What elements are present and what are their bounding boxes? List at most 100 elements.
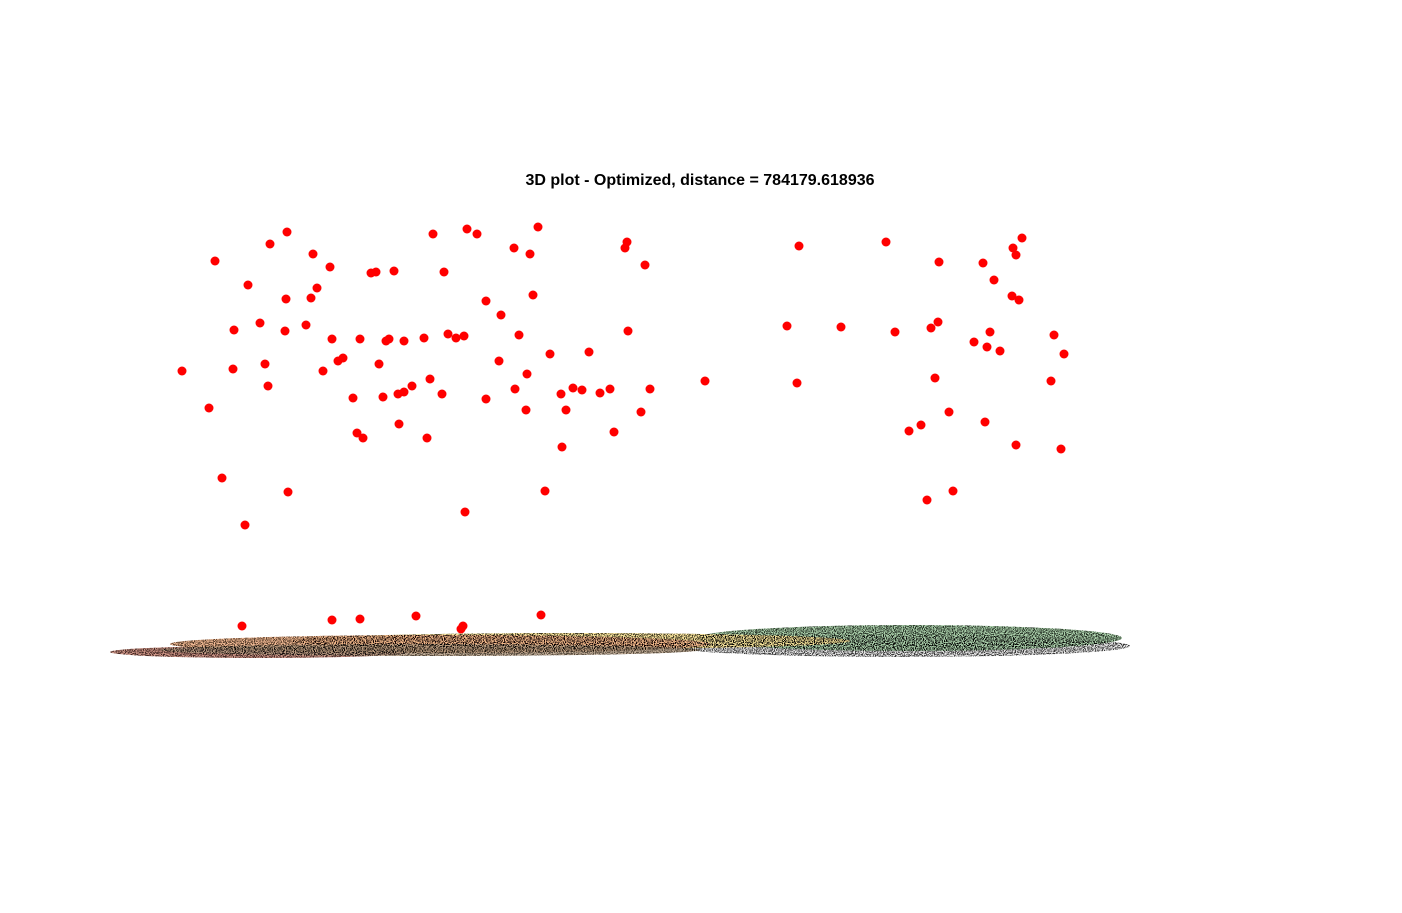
data-point-61 xyxy=(494,356,504,366)
data-point-95 xyxy=(890,327,900,337)
data-point-24 xyxy=(327,334,337,344)
data-point-2 xyxy=(210,256,220,266)
data-point-115 xyxy=(1011,250,1021,260)
map-region-brown xyxy=(160,644,700,656)
data-point-60 xyxy=(481,394,491,404)
data-point-98 xyxy=(922,495,932,505)
data-point-22 xyxy=(325,262,335,272)
data-point-81 xyxy=(605,384,615,394)
data-point-113 xyxy=(1008,243,1018,253)
data-point-102 xyxy=(934,257,944,267)
data-point-1 xyxy=(204,403,214,413)
data-point-28 xyxy=(352,428,362,438)
data-point-89 xyxy=(700,376,710,386)
data-point-64 xyxy=(510,384,520,394)
data-point-101 xyxy=(933,317,943,327)
data-point-100 xyxy=(930,373,940,383)
data-point-88 xyxy=(645,384,655,394)
data-point-63 xyxy=(509,243,519,253)
data-point-8 xyxy=(243,280,253,290)
data-point-15 xyxy=(282,227,292,237)
data-point-68 xyxy=(525,249,535,259)
data-point-93 xyxy=(836,322,846,332)
data-point-3 xyxy=(217,473,227,483)
data-point-46 xyxy=(422,433,432,443)
data-point-48 xyxy=(428,229,438,239)
data-point-5 xyxy=(229,325,239,335)
data-point-107 xyxy=(980,417,990,427)
data-point-92 xyxy=(794,241,804,251)
data-point-114 xyxy=(1011,440,1021,450)
data-point-16 xyxy=(283,487,293,497)
data-point-104 xyxy=(948,486,958,496)
data-point-97 xyxy=(916,420,926,430)
data-point-84 xyxy=(622,237,632,247)
data-point-7 xyxy=(240,520,250,530)
data-point-86 xyxy=(636,407,646,417)
data-point-33 xyxy=(371,267,381,277)
data-point-29 xyxy=(355,614,365,624)
data-point-94 xyxy=(881,237,891,247)
data-point-43 xyxy=(407,381,417,391)
data-point-12 xyxy=(265,239,275,249)
data-point-96 xyxy=(904,426,914,436)
data-point-111 xyxy=(995,346,1005,356)
data-point-34 xyxy=(374,359,384,369)
data-point-37 xyxy=(384,334,394,344)
data-point-0 xyxy=(177,366,187,376)
data-point-74 xyxy=(556,389,566,399)
data-point-116 xyxy=(1014,295,1024,305)
data-point-14 xyxy=(281,294,291,304)
data-point-20 xyxy=(312,283,322,293)
data-point-35 xyxy=(378,392,388,402)
data-point-110 xyxy=(989,275,999,285)
data-point-54 xyxy=(458,621,468,631)
data-point-103 xyxy=(944,407,954,417)
data-point-18 xyxy=(306,293,316,303)
data-point-59 xyxy=(481,296,491,306)
data-point-26 xyxy=(338,353,348,363)
data-point-31 xyxy=(358,433,368,443)
data-point-78 xyxy=(577,385,587,395)
data-point-82 xyxy=(609,427,619,437)
data-point-27 xyxy=(348,393,358,403)
data-point-4 xyxy=(228,364,238,374)
data-point-121 xyxy=(1059,349,1069,359)
data-point-87 xyxy=(640,260,650,270)
scatter-points xyxy=(177,222,1069,634)
data-point-120 xyxy=(1056,444,1066,454)
data-point-6 xyxy=(237,621,247,631)
data-point-109 xyxy=(985,327,995,337)
data-point-21 xyxy=(318,366,328,376)
data-point-30 xyxy=(355,334,365,344)
data-point-41 xyxy=(399,336,409,346)
data-point-90 xyxy=(782,321,792,331)
data-point-67 xyxy=(522,369,532,379)
data-point-13 xyxy=(280,326,290,336)
data-point-65 xyxy=(514,330,524,340)
data-point-69 xyxy=(528,290,538,300)
data-point-40 xyxy=(394,419,404,429)
map-surface xyxy=(110,625,1130,658)
data-point-47 xyxy=(425,374,435,384)
data-point-11 xyxy=(263,381,273,391)
data-point-23 xyxy=(327,615,337,625)
data-point-119 xyxy=(1049,330,1059,340)
data-point-71 xyxy=(536,610,546,620)
data-point-57 xyxy=(462,224,472,234)
data-point-108 xyxy=(982,342,992,352)
data-point-55 xyxy=(459,331,469,341)
data-point-42 xyxy=(399,387,409,397)
data-point-44 xyxy=(411,611,421,621)
data-point-79 xyxy=(584,347,594,357)
data-point-52 xyxy=(451,333,461,343)
data-point-112 xyxy=(1007,291,1017,301)
data-point-56 xyxy=(460,507,470,517)
data-point-62 xyxy=(496,310,506,320)
data-point-45 xyxy=(419,333,429,343)
data-point-38 xyxy=(389,266,399,276)
data-point-75 xyxy=(557,442,567,452)
data-point-77 xyxy=(568,383,578,393)
data-point-51 xyxy=(443,329,453,339)
